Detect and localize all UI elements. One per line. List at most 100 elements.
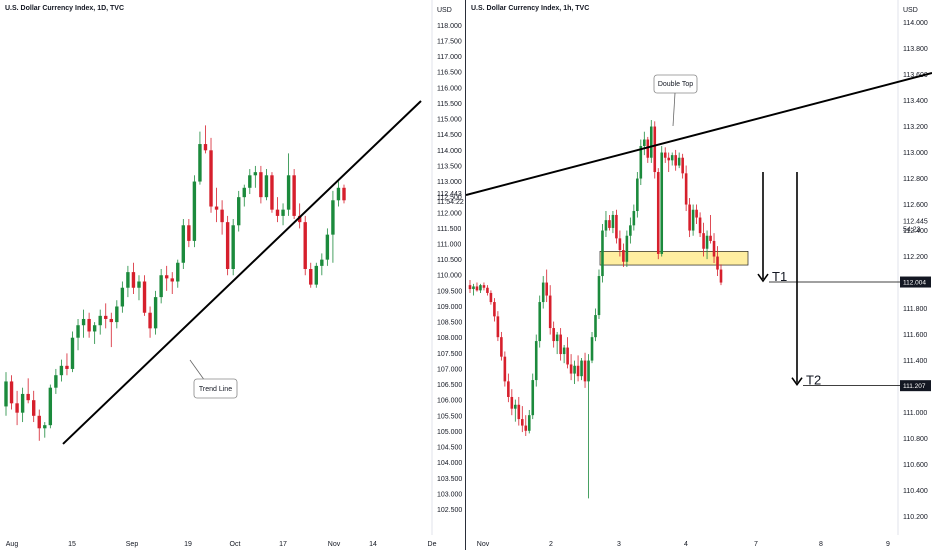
y-tick-label: 110.500 [437,257,462,264]
y-tick-label: 106.500 [437,382,462,389]
y-tick-label: 105.000 [437,429,462,436]
y-tick-label: 112.600 [903,202,928,209]
candle-body [70,337,75,369]
candle-body [109,318,113,323]
candle-body [331,200,335,235]
panel-divider[interactable] [465,0,466,550]
candle-body [625,235,629,262]
candle-body [253,172,258,176]
y-tick-label: 116.000 [437,85,462,92]
candle-body [214,206,219,210]
candle-body [479,285,482,291]
candle-body [187,225,191,241]
candle-body [674,155,677,166]
y-tick-label: 111.000 [903,410,927,417]
target-label: T2 [806,373,821,388]
x-tick-label: 14 [369,541,377,548]
candle-body [148,312,152,329]
double-top-label: Double Top [658,81,693,88]
candle-body [716,256,719,270]
countdown-label: 54:23 [903,227,921,234]
candle-body [608,220,611,228]
candle-body [688,204,691,231]
target-price-badge [900,276,931,288]
candle-body [309,269,313,285]
y-tick-label: 103.500 [437,476,462,483]
x-tick-label: Sep [126,541,139,548]
y-tick-label: 112.400 [903,228,928,235]
candle-body [192,181,197,241]
x-tick-label: Nov [328,541,341,548]
candle-body [220,209,224,223]
y-tick-label: 111.500 [437,226,461,233]
x-tick-label: 15 [68,541,76,548]
target-price-text: 112.004 [903,280,926,287]
y-tick-label: 113.500 [437,163,462,170]
candle-body [336,187,341,201]
candle-body [719,269,723,283]
y-tick-label: 103.000 [437,491,462,498]
daily-chart-panel[interactable]: U.S. Dollar Currency Index, 1D, TVC USD 1… [0,0,465,550]
candle-body [531,380,535,416]
countdown-label: 11:54:22 [437,199,464,206]
y-tick-label: 114.000 [903,20,928,27]
x-tick-label: 8 [819,541,823,548]
x-tick-label: 7 [754,541,758,548]
x-tick-label: Nov [477,541,490,548]
double-top-callout-pointer [672,92,676,127]
target-arrow-head [757,273,769,283]
y-tick-label: 107.000 [437,366,462,373]
candle-body [15,403,19,413]
candle-body [489,292,493,303]
x-tick-label: 3 [617,541,621,548]
y-tick-label: 118.000 [437,23,462,30]
trend-line [62,100,422,445]
candle-body [242,187,246,198]
y-tick-label: 102.500 [437,507,462,514]
candle-body [181,225,186,263]
candle-body [590,337,594,361]
candle-body [493,302,496,317]
candle-body [275,209,280,216]
candle-body [303,222,307,269]
candle-body [709,235,712,241]
hourly-chart-canvas[interactable]: USD 114.000 113.800 113.600 113.400 113.200 11… [466,0,932,550]
y-tick-label: 104.500 [437,445,462,452]
candle-body [629,225,632,236]
candle-body [639,146,643,179]
candle-body [555,334,559,342]
candle-body [660,152,664,254]
y-tick-label: 106.000 [437,398,462,405]
x-tick-label: 17 [279,541,287,548]
candle-body [209,150,213,207]
x-tick-label: 19 [184,541,192,548]
candle-body [702,233,705,249]
y-tick-label: 113.800 [903,46,928,53]
candle-body [176,262,180,282]
candle-body [281,209,285,216]
daily-chart-title: U.S. Dollar Currency Index, 1D, TVC [5,5,125,12]
y-tick-label: 105.500 [437,413,462,420]
x-tick-label: Oct [230,541,241,548]
trend-line-callout-pointer [189,359,206,382]
candle-body [468,285,472,290]
candle-body [137,281,141,288]
candle-body [20,393,25,413]
candle-body [482,285,486,288]
candle-body [569,364,573,374]
y-tick-label: 112.800 [903,176,928,183]
target-arrow-head [791,377,803,387]
candle-body [618,238,622,251]
candle-body [43,425,47,429]
candle-body [54,375,58,388]
candle-body [314,265,318,285]
candle-body [131,272,136,288]
trend-line [466,72,932,196]
candle-body [695,209,698,218]
daily-chart-canvas[interactable]: USD 118.000 117.500 117.000 116.500 116.000 11… [0,0,465,550]
hourly-chart-panel[interactable]: U.S. Dollar Currency Index, 1h, TVC USD 1… [466,0,932,550]
candle-body [203,144,208,151]
y-tick-label: 112.000 [437,210,462,217]
y-tick-label: 111.000 [437,242,461,249]
candle-body [9,381,14,404]
